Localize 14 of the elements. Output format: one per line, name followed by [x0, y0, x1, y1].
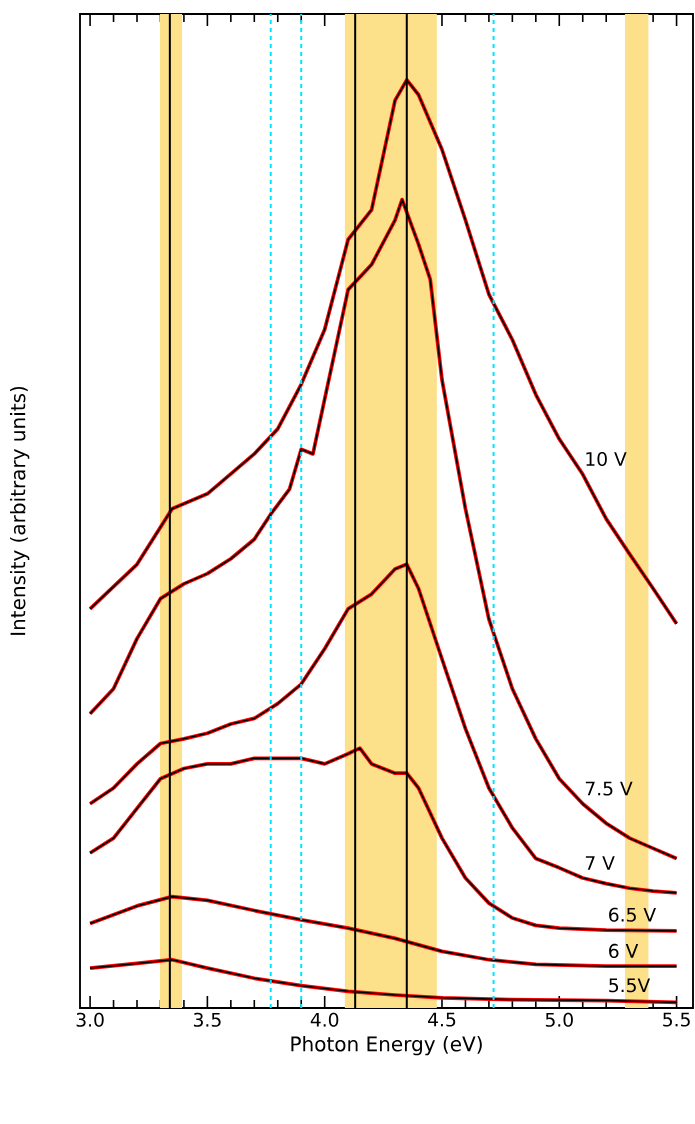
- series-label: 7.5 V: [585, 781, 633, 796]
- series-label: 10 V: [586, 451, 627, 467]
- series-label: 6.5 V: [609, 907, 656, 922]
- series-label: 7 V: [585, 856, 615, 870]
- y-axis-title: Intensity (arbitrary units): [9, 386, 30, 635]
- x-tick-label: 3.5: [193, 1012, 221, 1027]
- x-tick-label: 3.0: [76, 1012, 104, 1027]
- series-label: 5.5V: [609, 978, 651, 993]
- x-tick-label: 5.5: [663, 1012, 690, 1027]
- x-axis-title: Photon Energy (eV): [291, 1035, 482, 1056]
- x-tick-label: 4.0: [310, 1012, 339, 1027]
- x-tick-label: 5.0: [545, 1012, 573, 1027]
- series-label: 6 V: [609, 943, 639, 958]
- x-tick-label: 4.5: [428, 1012, 456, 1027]
